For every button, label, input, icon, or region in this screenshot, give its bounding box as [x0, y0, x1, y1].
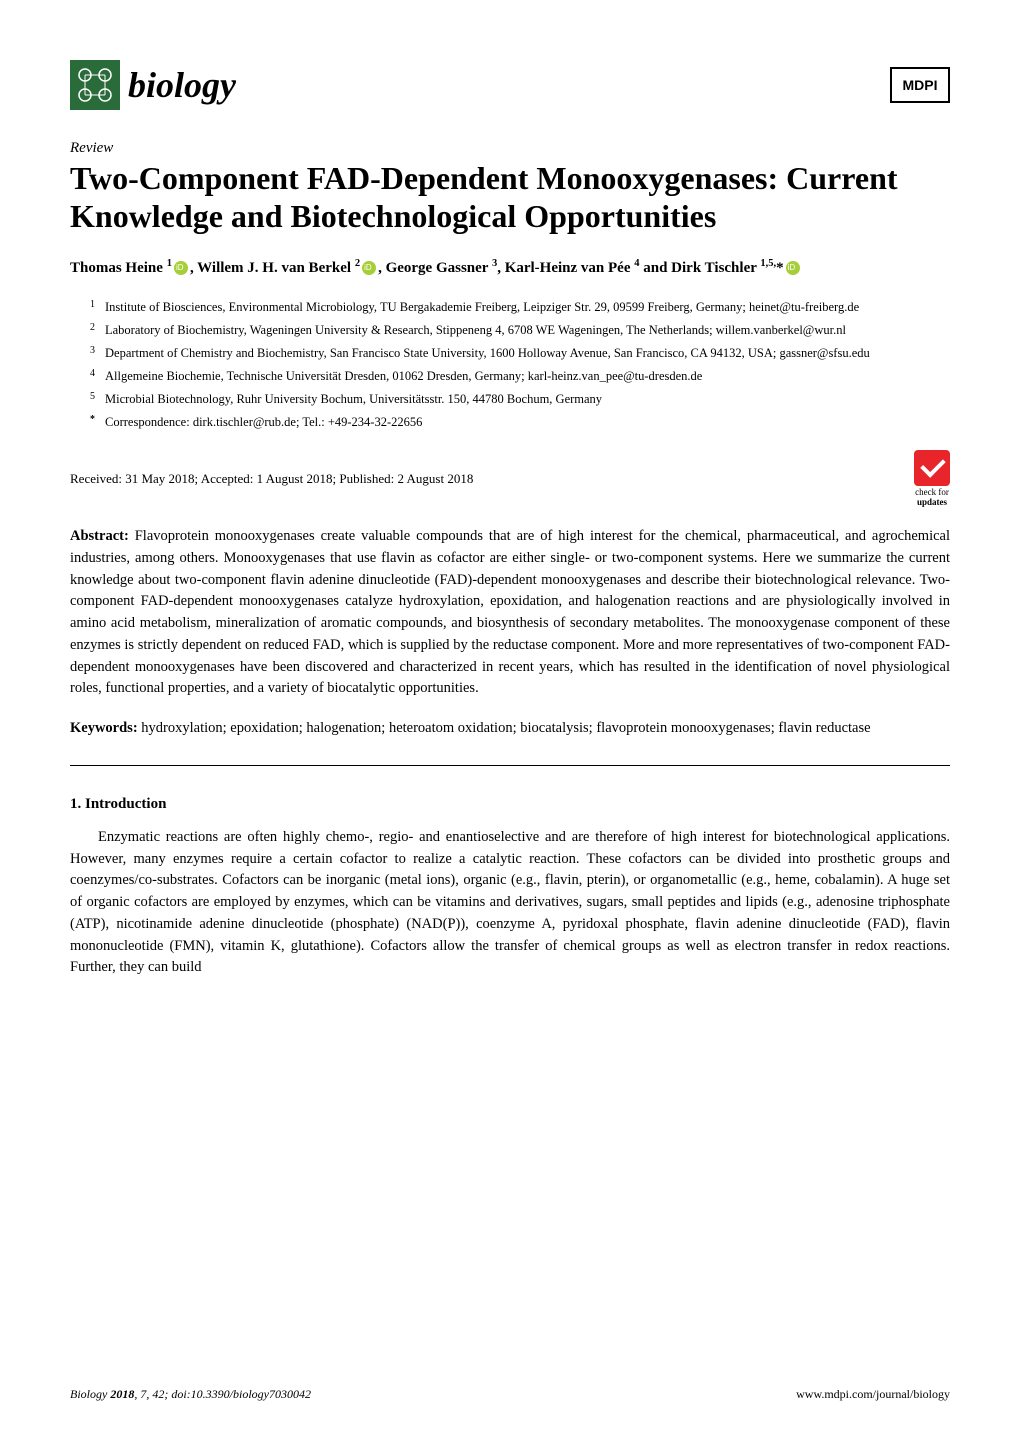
affiliation-item: * Correspondence: dirk.tischler@rub.de; … — [90, 412, 950, 432]
journal-logo: biology — [70, 60, 236, 110]
header-row: biology MDPI — [70, 60, 950, 110]
affiliation-num: 4 — [90, 366, 105, 386]
footer-citation: Biology 2018, 7, 42; doi:10.3390/biology… — [70, 1387, 311, 1402]
affiliation-item: 2 Laboratory of Biochemistry, Wageningen… — [90, 320, 950, 340]
affiliation-item: 4 Allgemeine Biochemie, Technische Unive… — [90, 366, 950, 386]
publisher-logo: MDPI — [890, 67, 950, 103]
affiliations: 1 Institute of Biosciences, Environmenta… — [90, 297, 950, 432]
abstract-text: Flavoprotein monooxygenases create valua… — [70, 528, 950, 696]
affiliation-item: 5 Microbial Biotechnology, Ruhr Universi… — [90, 389, 950, 409]
check-updates-text: check forupdates — [914, 488, 950, 508]
check-updates-icon — [914, 450, 950, 486]
keywords: Keywords: hydroxylation; epoxidation; ha… — [70, 718, 950, 740]
journal-logo-icon — [70, 60, 120, 110]
abstract: Abstract: Flavoprotein monooxygenases cr… — [70, 526, 950, 700]
affiliation-text: Laboratory of Biochemistry, Wageningen U… — [105, 320, 950, 340]
section-heading: 1. Introduction — [70, 796, 950, 813]
footer: Biology 2018, 7, 42; doi:10.3390/biology… — [70, 1387, 950, 1402]
article-type: Review — [70, 140, 950, 157]
affiliation-text: Institute of Biosciences, Environmental … — [105, 297, 950, 317]
orcid-icon[interactable] — [786, 261, 800, 275]
affiliation-item: 1 Institute of Biosciences, Environmenta… — [90, 297, 950, 317]
affiliation-text: Correspondence: dirk.tischler@rub.de; Te… — [105, 412, 950, 432]
affiliation-num: 1 — [90, 297, 105, 317]
check-updates-widget[interactable]: check forupdates — [914, 450, 950, 508]
affiliation-num: * — [90, 412, 105, 432]
authors: Thomas Heine 1, Willem J. H. van Berkel … — [70, 256, 950, 280]
footer-url[interactable]: www.mdpi.com/journal/biology — [796, 1387, 950, 1402]
publication-dates: Received: 31 May 2018; Accepted: 1 Augus… — [70, 471, 473, 487]
journal-name: biology — [128, 64, 236, 106]
affiliation-text: Allgemeine Biochemie, Technische Univers… — [105, 366, 950, 386]
dates-row: Received: 31 May 2018; Accepted: 1 Augus… — [70, 450, 950, 508]
affiliation-num: 3 — [90, 343, 105, 363]
orcid-icon[interactable] — [362, 261, 376, 275]
keywords-label: Keywords: — [70, 720, 138, 736]
keywords-text: hydroxylation; epoxidation; halogenation… — [141, 720, 870, 736]
affiliation-num: 5 — [90, 389, 105, 409]
orcid-icon[interactable] — [174, 261, 188, 275]
affiliation-text: Microbial Biotechnology, Ruhr University… — [105, 389, 950, 409]
abstract-label: Abstract: — [70, 528, 129, 544]
divider — [70, 765, 950, 766]
article-title: Two-Component FAD-Dependent Monooxygenas… — [70, 159, 950, 236]
body-paragraph: Enzymatic reactions are often highly che… — [70, 827, 950, 979]
affiliation-num: 2 — [90, 320, 105, 340]
affiliation-item: 3 Department of Chemistry and Biochemist… — [90, 343, 950, 363]
affiliation-text: Department of Chemistry and Biochemistry… — [105, 343, 950, 363]
